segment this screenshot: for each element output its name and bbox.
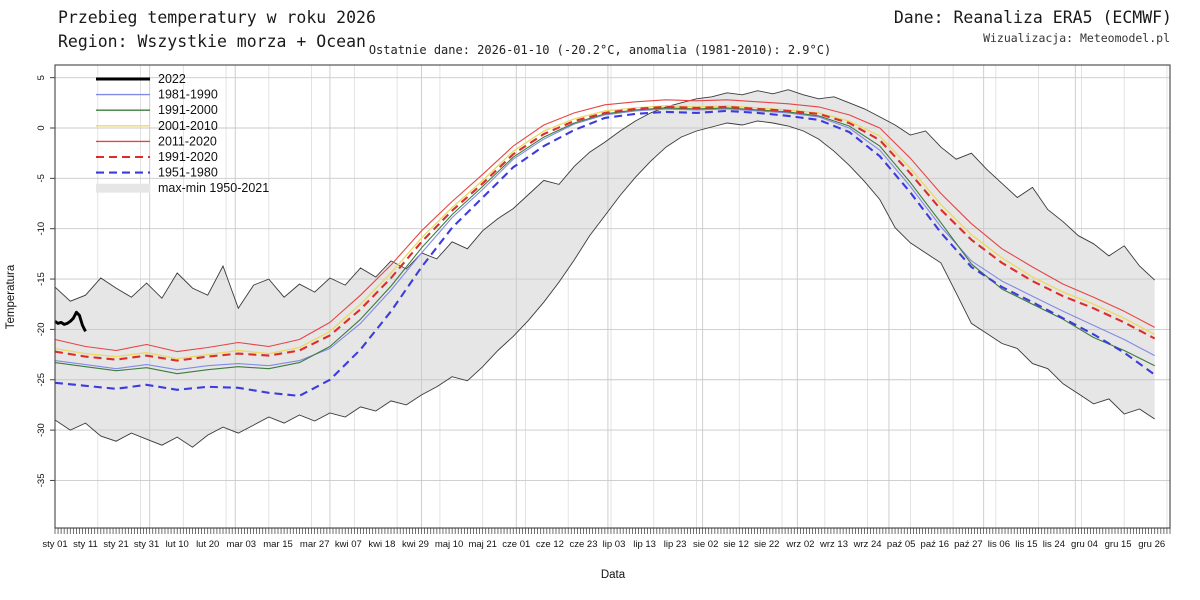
x-tick-label: wrz 24: [853, 539, 882, 550]
x-tick-label: lip 23: [664, 539, 687, 550]
y-tick-label: -15: [36, 272, 47, 286]
x-axis: sty 01 sty 11 sty 21 sty 31 lut 10 lut 20 mar …: [42, 539, 1165, 550]
title-line-1: Przebieg temperatury w roku 2026: [58, 8, 376, 27]
x-tick-label: sty 01: [42, 539, 67, 550]
x-tick-label: lis 24: [1043, 539, 1065, 550]
x-tick-label: gru 26: [1138, 539, 1165, 550]
x-tick-label: wrz 13: [819, 539, 848, 550]
maxmin-band: [55, 89, 1155, 448]
x-tick-label: maj 10: [435, 539, 464, 550]
x-tick-label: sty 11: [73, 539, 98, 550]
visualization-credit: Wizualizacja: Meteomodel.pl: [983, 31, 1170, 45]
legend-label: 1991-2020: [158, 150, 218, 164]
x-tick-label: sty 31: [134, 539, 159, 550]
series-1951-1980: [54, 109, 1156, 397]
band-lower-edge: [54, 120, 1155, 448]
daily-ticks: [54, 528, 1171, 534]
x-tick-label: paź 27: [954, 539, 983, 550]
x-tick-label: lip 03: [603, 539, 626, 550]
x-tick-label: lut 10: [166, 539, 189, 550]
x-tick-label: lut 20: [196, 539, 219, 550]
x-tick-label: sie 12: [724, 539, 749, 550]
y-tick-label: 0: [36, 125, 47, 130]
data-source-label: Dane: Reanaliza ERA5 (ECMWF): [893, 8, 1172, 27]
y-tick-label: -35: [36, 474, 47, 488]
series-2011-2020: [54, 99, 1155, 353]
x-tick-label: cze 12: [536, 539, 564, 550]
x-tick-label: kwi 07: [335, 539, 362, 550]
x-tick-label: kwi 29: [402, 539, 429, 550]
x-tick-label: wrz 02: [785, 539, 814, 550]
x-tick-label: mar 27: [300, 539, 330, 550]
x-tick-label: mar 03: [227, 539, 257, 550]
legend-label: 1981-1990: [158, 88, 218, 102]
x-tick-label: lis 06: [988, 539, 1010, 550]
y-tick-label: -10: [36, 222, 47, 236]
y-tick-label: -30: [36, 423, 47, 437]
y-axis: 5 0 -5 -10 -15 -20 -25 -30 -35: [36, 75, 55, 487]
legend-label: 2001-2010: [158, 119, 218, 133]
legend-swatch-band: [96, 183, 150, 193]
x-tick-label: kwi 18: [368, 539, 395, 550]
y-tick-label: -20: [36, 323, 47, 337]
series-2001-2010: [54, 105, 1156, 360]
x-tick-label: lip 13: [633, 539, 656, 550]
x-tick-label: cze 01: [502, 539, 530, 550]
x-tick-label: mar 15: [263, 539, 293, 550]
x-tick-label: maj 21: [468, 539, 497, 550]
x-tick-label: gru 04: [1071, 539, 1098, 550]
major-gridlines: [55, 65, 1170, 528]
title-line-2: Region: Wszystkie morza + Ocean: [58, 31, 366, 51]
x-tick-label: paź 16: [921, 539, 950, 550]
latest-data-subtitle: Ostatnie dane: 2026-01-10 (-20.2°C, anom…: [368, 43, 832, 57]
x-tick-label: paź 05: [887, 539, 916, 550]
x-tick-label: lis 15: [1015, 539, 1037, 550]
y-tick-label: -5: [36, 174, 47, 182]
y-tick-label: -25: [36, 373, 47, 387]
legend-label: max-min 1950-2021: [158, 181, 269, 195]
series-1981-1990: [54, 108, 1155, 371]
x-tick-label: sie 02: [693, 539, 718, 550]
x-tick-label: gru 15: [1105, 539, 1132, 550]
x-axis-title: Data: [601, 569, 626, 581]
y-tick-label: 5: [36, 75, 47, 80]
x-tick-label: sie 22: [754, 539, 779, 550]
y-axis-title: Temperatura: [5, 264, 17, 329]
page-title: Przebieg temperatury w roku 2026 Region:…: [58, 6, 376, 54]
legend-label: 1991-2000: [158, 103, 218, 117]
series-1991-2020: [54, 105, 1156, 362]
plot-frame: [54, 64, 1171, 529]
x-tick-label: cze 23: [570, 539, 598, 550]
band-upper-edge: [54, 89, 1156, 310]
legend-label: 1951-1980: [158, 166, 218, 180]
legend-label: 2011-2020: [158, 134, 217, 148]
series-2022: [54, 310, 87, 333]
legend-label: 2022: [158, 72, 186, 86]
x-tick-label: sty 21: [103, 539, 128, 550]
